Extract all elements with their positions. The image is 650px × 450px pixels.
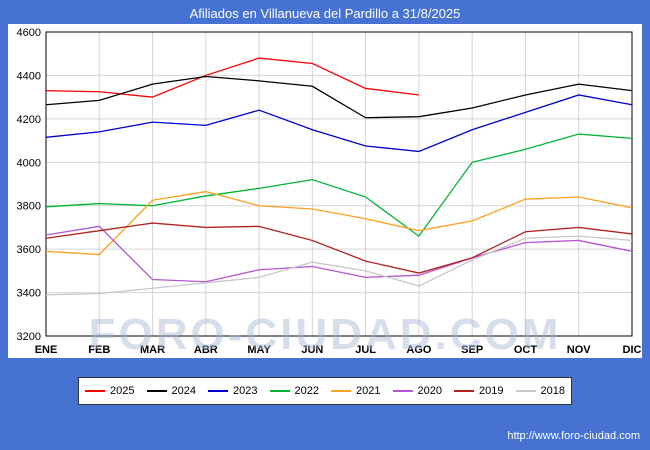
series-line-2024 <box>45 75 633 119</box>
svg-text:FEB: FEB <box>88 344 110 356</box>
svg-text:JUN: JUN <box>301 344 323 356</box>
svg-text:3600: 3600 <box>17 244 41 256</box>
line-chart: 3200 3400 3600 3800 4000 4200 4400 4600 ENE FEB MA… <box>17 27 642 356</box>
series-line-2022 <box>45 133 633 238</box>
legend-item-2021: 2021 <box>331 385 380 397</box>
chart-title: Afiliados en Villanueva del Pardillo a 3… <box>189 6 461 21</box>
series-line-2025 <box>45 57 419 98</box>
svg-text:JUL: JUL <box>355 344 376 356</box>
legend-item-2024: 2024 <box>146 385 196 397</box>
legend-item-2022: 2022 <box>269 385 319 397</box>
legend-swatch-2021 <box>331 390 351 392</box>
svg-text:3400: 3400 <box>17 288 41 300</box>
series-line-2019 <box>45 222 633 274</box>
legend-item-2019: 2019 <box>454 385 503 397</box>
svg-text:4200: 4200 <box>17 114 41 126</box>
legend-label-2019: 2019 <box>479 385 504 397</box>
legend-swatch-2022 <box>269 390 290 392</box>
legend-swatch-2018 <box>515 390 536 392</box>
svg-text:ABR: ABR <box>194 344 218 356</box>
svg-text:4400: 4400 <box>17 70 41 82</box>
legend-label-2018: 2018 <box>540 385 565 397</box>
legend-item-2020: 2020 <box>392 385 442 397</box>
svg-text:DIC: DIC <box>623 344 642 356</box>
svg-text:4600: 4600 <box>17 27 41 39</box>
svg-text:3200: 3200 <box>17 331 41 343</box>
svg-text:3800: 3800 <box>17 201 41 213</box>
legend: 2025 2024 2023 2022 2021 2020 2019 2018 <box>78 377 572 405</box>
chart-panel: 3200 3400 3600 3800 4000 4200 4400 4600 ENE FEB MA… <box>8 24 642 358</box>
legend-label-2020: 2020 <box>417 385 442 397</box>
footer-url[interactable]: http://www.foro-ciudad.com <box>507 430 640 442</box>
legend-label-2025: 2025 <box>110 385 135 397</box>
series-line-2023 <box>45 94 633 153</box>
svg-text:SEP: SEP <box>461 344 483 356</box>
svg-text:MAY: MAY <box>247 344 271 356</box>
svg-text:4000: 4000 <box>17 157 41 169</box>
svg-text:AGO: AGO <box>406 344 432 356</box>
legend-swatch-2019 <box>454 390 474 392</box>
svg-text:OCT: OCT <box>514 344 538 356</box>
legend-item-2025: 2025 <box>85 385 134 397</box>
legend-label-2021: 2021 <box>356 385 381 397</box>
svg-text:NOV: NOV <box>567 344 592 356</box>
legend-label-2024: 2024 <box>171 385 196 397</box>
series-line-2018 <box>45 235 633 296</box>
svg-text:ENE: ENE <box>35 344 58 356</box>
svg-text:MAR: MAR <box>140 344 165 356</box>
legend-item-2023: 2023 <box>208 385 257 397</box>
legend-label-2023: 2023 <box>233 385 258 397</box>
series-line-2020 <box>45 225 633 283</box>
series-line-2021 <box>45 190 633 256</box>
legend-label-2022: 2022 <box>294 385 319 397</box>
legend-swatch-2020 <box>392 390 413 392</box>
legend-swatch-2025 <box>85 390 105 392</box>
legend-swatch-2024 <box>146 390 167 392</box>
legend-swatch-2023 <box>208 390 228 392</box>
legend-item-2018: 2018 <box>515 385 565 397</box>
